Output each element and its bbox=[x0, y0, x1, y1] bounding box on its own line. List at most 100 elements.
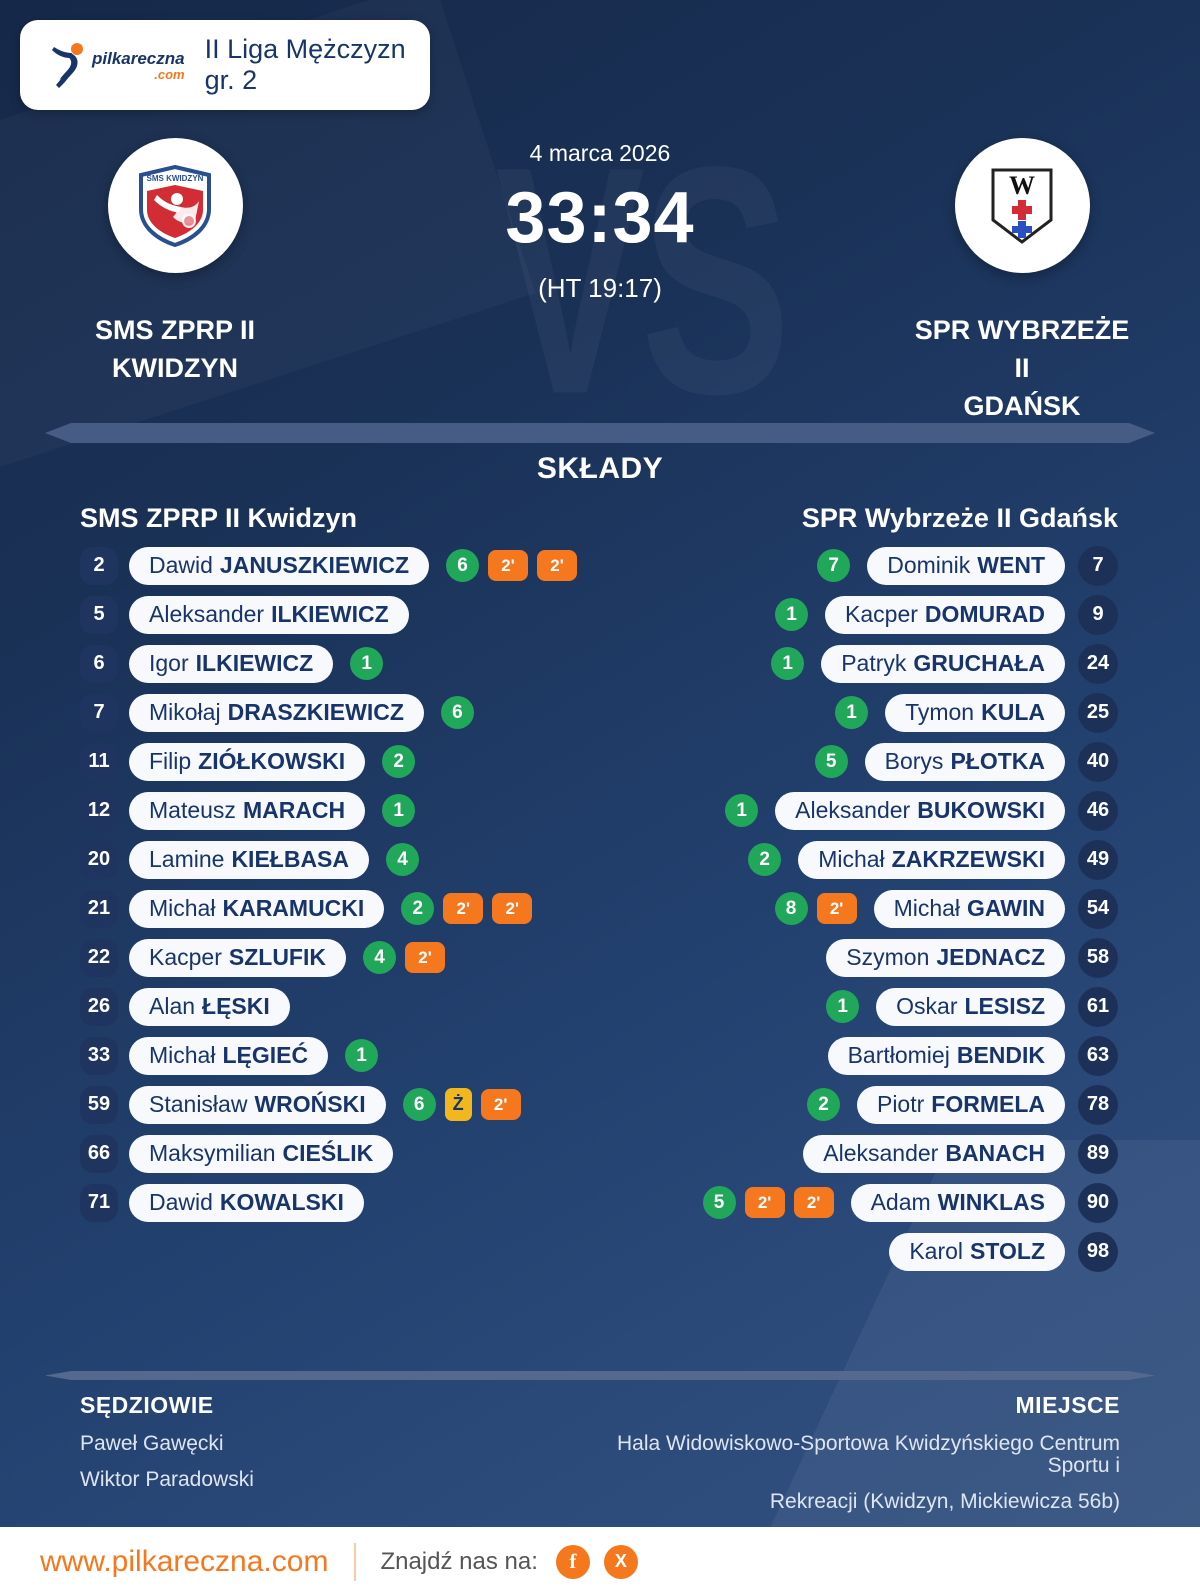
goals-badge: 1 bbox=[725, 794, 759, 827]
player-name-pill: Michał KARAMUCKI bbox=[129, 889, 385, 928]
player-row: 20 Lamine KIEŁBASA 4 bbox=[80, 835, 577, 884]
player-first-name: Michał bbox=[149, 895, 216, 921]
svg-text:SMS KWIDZYN: SMS KWIDZYN bbox=[147, 174, 204, 183]
goals-badge: 1 bbox=[771, 647, 805, 680]
player-row: 8 2' Michał GAWIN 54 bbox=[703, 884, 1118, 933]
player-row: 5 Borys PŁOTKA 40 bbox=[703, 737, 1118, 786]
player-first-name: Michał bbox=[818, 846, 885, 872]
goals-badge: 2 bbox=[748, 843, 782, 876]
player-row: 7 Mikołaj DRASZKIEWICZ 6 bbox=[80, 688, 577, 737]
goals-badge: 1 bbox=[382, 794, 416, 827]
player-badges: 2 bbox=[382, 745, 416, 778]
venue-line: Rekreacji (Kwidzyn, Mickiewicza 56b) bbox=[769, 1490, 1120, 1513]
venue-line: Hala Widowiskowo-Sportowa Kwidzyńskiego … bbox=[616, 1432, 1120, 1477]
suspension-badge: 2' bbox=[744, 1187, 785, 1218]
player-number: 40 bbox=[1078, 741, 1118, 782]
player-row: 26 Alan ŁĘSKI bbox=[80, 982, 577, 1031]
site-url-link[interactable]: www.pilkareczna.com bbox=[40, 1544, 329, 1578]
suspension-badge: 2' bbox=[488, 550, 529, 581]
player-first-name: Piotr bbox=[876, 1091, 925, 1117]
venue-label: MIEJSCE bbox=[1015, 1392, 1120, 1418]
goals-badge: 6 bbox=[402, 1088, 436, 1121]
player-last-name: ZIÓŁKOWSKI bbox=[198, 748, 346, 774]
player-first-name: Tymon bbox=[905, 699, 975, 725]
player-last-name: GRUCHAŁA bbox=[913, 650, 1045, 676]
player-number: 58 bbox=[1078, 937, 1118, 978]
player-first-name: Patryk bbox=[841, 650, 907, 676]
player-badges: 2 bbox=[806, 1088, 840, 1121]
divider-band-bottom bbox=[45, 1371, 1155, 1380]
player-number: 33 bbox=[80, 1036, 118, 1075]
player-row: 1 Patryk GRUCHAŁA 24 bbox=[703, 639, 1118, 688]
player-first-name: Dominik bbox=[887, 552, 971, 578]
player-badges: 4 bbox=[386, 843, 419, 876]
player-name-pill: Maksymilian CIEŚLIK bbox=[129, 1134, 394, 1173]
player-badges: 1 bbox=[725, 794, 759, 827]
divider-band-top bbox=[45, 423, 1155, 443]
player-first-name: Alan bbox=[149, 993, 196, 1019]
player-row: 2 Dawid JANUSZKIEWICZ 6 2' 2' bbox=[80, 541, 578, 590]
goals-badge: 1 bbox=[835, 696, 869, 729]
player-name-pill: Borys PŁOTKA bbox=[864, 742, 1065, 781]
player-last-name: KOWALSKI bbox=[219, 1189, 344, 1215]
player-row: Karol STOLZ 98 bbox=[703, 1227, 1118, 1276]
player-badges: 6 Ż 2' bbox=[402, 1088, 521, 1121]
goals-badge: 1 bbox=[775, 598, 809, 631]
handball-player-icon bbox=[52, 43, 83, 88]
player-first-name: Mikołaj bbox=[149, 699, 221, 725]
player-first-name: Dawid bbox=[149, 1189, 213, 1215]
player-number: 22 bbox=[80, 938, 118, 977]
player-row: 2 Piotr FORMELA 78 bbox=[703, 1080, 1118, 1129]
x-icon[interactable]: X bbox=[603, 1544, 638, 1579]
away-roster: 7 Dominik WENT 7 1 Kacper DOMURAD 9 1 Patryk GRUCH… bbox=[702, 541, 1118, 1276]
player-first-name: Michał bbox=[893, 895, 961, 921]
player-first-name: Kacper bbox=[149, 944, 222, 970]
player-last-name: KIEŁBASA bbox=[231, 846, 349, 872]
player-number: 20 bbox=[80, 840, 118, 879]
player-name-pill: Stanisław WROŃSKI bbox=[129, 1085, 386, 1124]
away-team-name-line1: SPR WYBRZEŻE II bbox=[914, 315, 1130, 383]
player-row: 7 Dominik WENT 7 bbox=[703, 541, 1118, 590]
lineups-title: SKŁADY bbox=[536, 452, 664, 485]
facebook-icon[interactable]: f bbox=[555, 1544, 590, 1579]
player-number: 24 bbox=[1078, 643, 1118, 684]
player-last-name: MARACH bbox=[242, 797, 346, 823]
player-name-pill: Bartłomiej BENDIK bbox=[827, 1036, 1065, 1075]
goals-badge: 1 bbox=[350, 647, 384, 680]
league-title: II Liga Mężczyzn gr. 2 bbox=[204, 34, 406, 95]
player-badges: 1 bbox=[382, 794, 416, 827]
player-badges: 7 bbox=[817, 549, 851, 582]
svg-text:W: W bbox=[1009, 171, 1035, 200]
player-last-name: STOLZ bbox=[970, 1238, 1045, 1264]
player-first-name: Stanisław bbox=[149, 1091, 248, 1117]
player-last-name: KULA bbox=[981, 699, 1045, 725]
home-team-logo: SMS KWIDZYN bbox=[107, 138, 243, 273]
referees-block: SĘDZIOWIE Paweł Gawęcki Wiktor Paradowsk… bbox=[80, 1392, 254, 1491]
away-team: W SPR WYBRZEŻE II GDAŃSK bbox=[907, 138, 1137, 425]
player-last-name: BUKOWSKI bbox=[917, 797, 1045, 823]
player-last-name: CIEŚLIK bbox=[282, 1140, 374, 1166]
match-date: 4 marca 2026 bbox=[529, 140, 671, 166]
home-roster-header: SMS ZPRP II Kwidzyn bbox=[80, 503, 358, 533]
player-name-pill: Aleksander BUKOWSKI bbox=[775, 791, 1065, 830]
player-row: 22 Kacper SZLUFIK 4 2' bbox=[80, 933, 577, 982]
player-badges: 1 bbox=[771, 647, 805, 680]
goals-badge: 8 bbox=[774, 892, 808, 925]
player-number: 63 bbox=[1078, 1035, 1118, 1076]
player-number: 46 bbox=[1078, 790, 1118, 831]
bottom-bar-divider bbox=[354, 1542, 357, 1581]
halftime-score: (HT 19:17) bbox=[538, 273, 662, 303]
player-name-pill: Filip ZIÓŁKOWSKI bbox=[129, 742, 366, 781]
player-first-name: Aleksander bbox=[795, 797, 911, 823]
player-first-name: Szymon bbox=[846, 944, 930, 970]
player-first-name: Maksymilian bbox=[149, 1140, 276, 1166]
player-badges: 2 2' 2' bbox=[401, 892, 533, 925]
venue-block: MIEJSCE Hala Widowiskowo-Sportowa Kwidzy… bbox=[560, 1392, 1120, 1513]
suspension-badge: 2' bbox=[404, 942, 445, 973]
player-badges: 1 bbox=[826, 990, 860, 1023]
find-us-label: Znajdź nas na: bbox=[380, 1547, 538, 1575]
player-row: 11 Filip ZIÓŁKOWSKI 2 bbox=[80, 737, 577, 786]
goals-badge: 6 bbox=[440, 696, 474, 729]
player-number: 98 bbox=[1078, 1231, 1118, 1272]
